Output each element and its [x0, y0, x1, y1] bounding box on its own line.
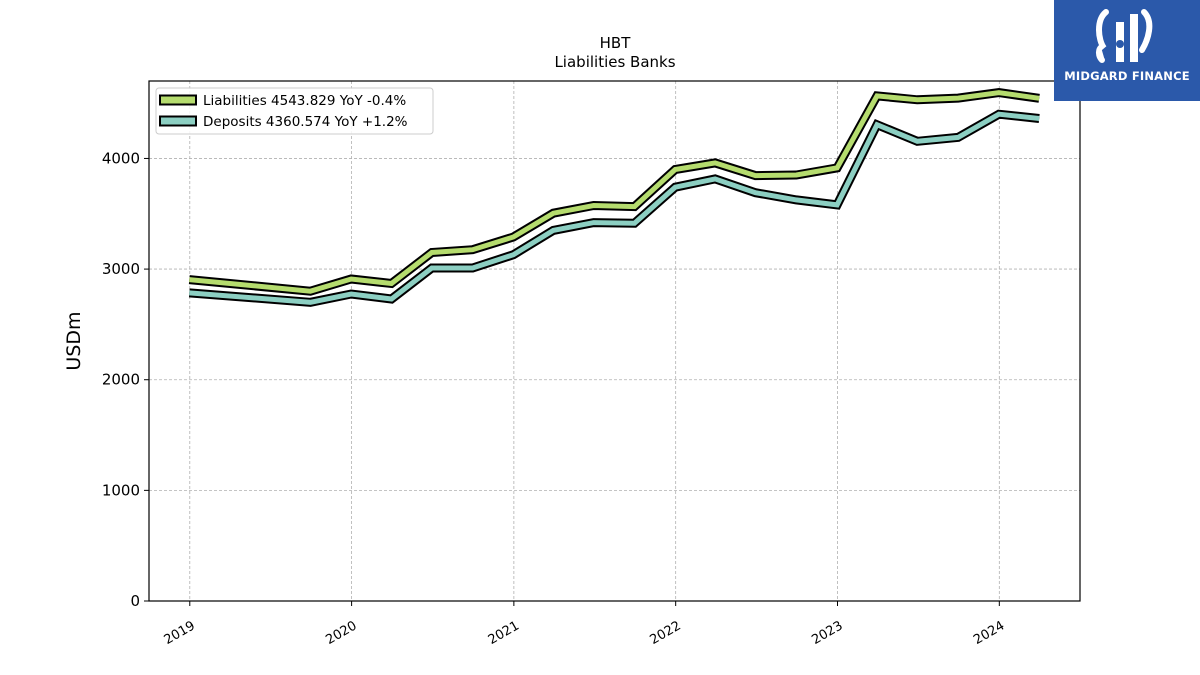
legend-box [155, 87, 434, 135]
series-deposits-line [188, 109, 1040, 307]
series-stroke [189, 90, 1040, 294]
x-tick-label: 2022 [648, 618, 684, 648]
y-tick-label: 1000 [102, 481, 140, 499]
x-tick-label: 2020 [323, 618, 359, 648]
grid-lines [149, 81, 1080, 601]
x-tick-label: 2019 [162, 618, 198, 648]
series-liabilities-line [188, 88, 1040, 296]
legend-label: Deposits 4360.574 YoY +1.2% [203, 114, 408, 130]
y-tick-label: 4000 [102, 149, 140, 167]
legend: Liabilities 4543.829 YoY -0.4% Deposits 4… [155, 87, 434, 135]
x-axis: 2019 2020 2021 2022 2023 2024 [162, 601, 1007, 648]
legend-swatch [159, 115, 197, 127]
logo-mark-icon [1095, 9, 1153, 63]
y-tick-label: 3000 [102, 260, 140, 278]
x-tick-label: 2024 [971, 618, 1007, 648]
series-stroke [189, 111, 1040, 305]
y-tick-label: 2000 [102, 371, 140, 389]
chart-title: HBT [600, 34, 632, 52]
brand-logo: MIDGARD FINANCE [1054, 0, 1200, 101]
legend-label: Liabilities 4543.829 YoY -0.4% [203, 93, 406, 109]
chart-subtitle: Liabilities Banks [554, 53, 675, 71]
plot-frame [148, 80, 1081, 602]
x-tick-label: 2023 [809, 618, 845, 648]
y-axis-label: USDm [63, 311, 85, 370]
y-axis: 0 1000 2000 3000 4000 [102, 149, 149, 610]
brand-name: MIDGARD FINANCE [1064, 69, 1190, 83]
legend-swatch [159, 94, 197, 106]
y-tick-label: 0 [130, 592, 140, 610]
series-lines [188, 88, 1040, 307]
x-tick-label: 2021 [486, 618, 522, 648]
